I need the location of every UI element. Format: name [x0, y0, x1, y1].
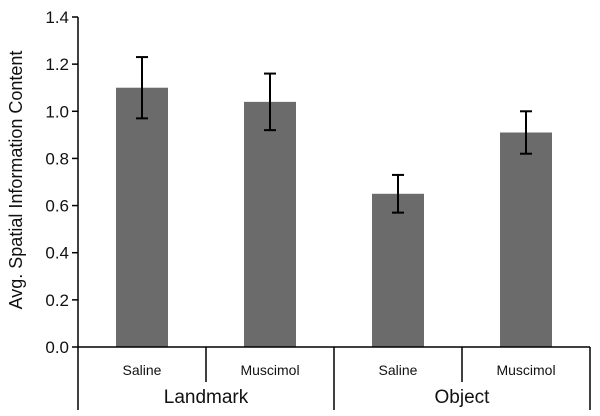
error-bars	[136, 56, 532, 214]
bars	[116, 87, 552, 347]
y-tick-label: 1.0	[45, 102, 69, 121]
bar	[244, 101, 296, 347]
y-tick-label: 1.2	[45, 55, 69, 74]
y-axis-title: Avg. Spatial Information Content	[6, 51, 26, 310]
x-axis: Saline Muscimol Saline Muscimol Landmark Obje…	[77, 346, 591, 410]
y-tick-label: 0.6	[45, 197, 69, 216]
y-tick-label: 0.4	[45, 244, 69, 263]
y-axis: 0.0 0.2 0.4 0.6 0.8 1.0 1.2 1.4	[45, 8, 79, 357]
y-tick-label: 1.4	[45, 8, 69, 27]
bar	[372, 193, 424, 347]
error-bar	[264, 72, 276, 132]
x-category-label: Saline	[123, 362, 162, 378]
error-bar	[392, 173, 404, 214]
error-bar	[520, 110, 532, 155]
error-bar	[136, 56, 148, 120]
x-group-label: Landmark	[164, 387, 249, 408]
x-category-label: Saline	[379, 362, 418, 378]
y-tick-label: 0.0	[45, 338, 69, 357]
y-tick-label: 0.2	[45, 291, 69, 310]
x-group-label: Object	[435, 387, 491, 408]
x-category-label: Muscimol	[240, 362, 299, 378]
bar	[116, 87, 168, 347]
bar	[500, 132, 552, 347]
y-tick-label: 0.8	[45, 149, 69, 168]
x-category-label: Muscimol	[496, 362, 555, 378]
